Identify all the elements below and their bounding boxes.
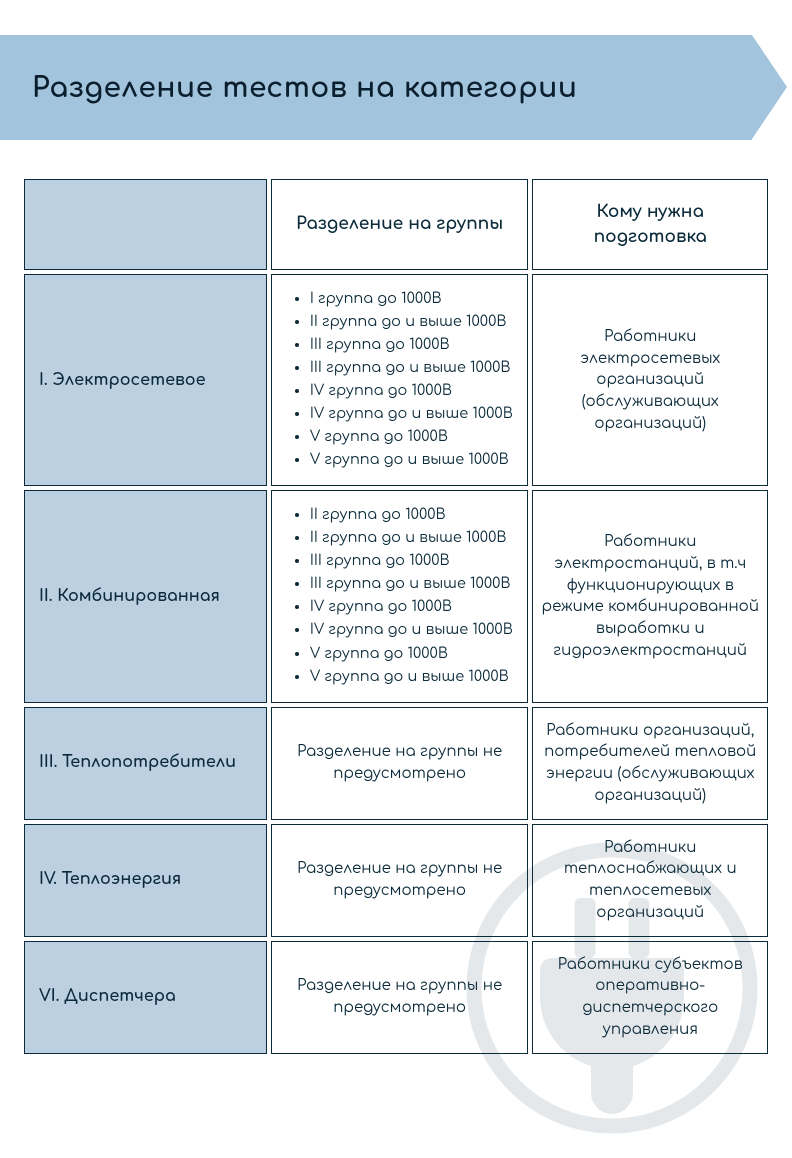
groups-list: I группа до 1000ВII группа до и выше 100… [282, 289, 518, 471]
header-blank [24, 179, 267, 270]
page-title: Разделение тестов на категории [0, 72, 577, 104]
row-groups: Разделение на группы не предусмотрено [271, 824, 529, 937]
list-item: II группа до 1000В [310, 505, 518, 526]
list-item: III группа до 1000В [310, 551, 518, 572]
row-label: III. Теплопотребители [24, 707, 267, 820]
table-row: VI. ДиспетчераРазделение на группы не пр… [24, 941, 768, 1054]
list-item: II группа до и выше 1000В [310, 528, 518, 549]
row-label: IV. Теплоэнергия [24, 824, 267, 937]
row-label: I. Электросетевое [24, 274, 267, 486]
table-body: I. ЭлектросетевоеI группа до 1000ВII гру… [24, 274, 768, 1053]
list-item: I группа до 1000В [310, 289, 518, 310]
list-item: III группа до и выше 1000В [310, 358, 518, 379]
list-item: V группа до 1000В [310, 644, 518, 665]
list-item: III группа до и выше 1000В [310, 574, 518, 595]
row-audience: Работники организаций, потребителей тепл… [532, 707, 768, 820]
row-groups: Разделение на группы не предусмотрено [271, 707, 529, 820]
row-groups: II группа до 1000ВII группа до и выше 10… [271, 490, 529, 702]
list-item: IV группа до 1000В [310, 597, 518, 618]
list-item: IV группа до и выше 1000В [310, 404, 518, 425]
row-label: II. Комбинированная [24, 490, 267, 702]
title-banner: Разделение тестов на категории [0, 35, 752, 140]
header-audience: Кому нужна подготовка [532, 179, 768, 270]
row-audience: Работники теплоснабжающих и теплосетевых… [532, 824, 768, 937]
row-audience: Работники субъектов оперативно-диспетчер… [532, 941, 768, 1054]
row-audience: Работники электросетевых организаций (об… [532, 274, 768, 486]
list-item: II группа до и выше 1000В [310, 312, 518, 333]
row-audience: Работники электростанций, в т.ч функцион… [532, 490, 768, 702]
categories-table-container: Разделение на группы Кому нужна подготов… [20, 175, 772, 1058]
row-groups: Разделение на группы не предусмотрено [271, 941, 529, 1054]
row-groups: I группа до 1000ВII группа до и выше 100… [271, 274, 529, 486]
row-label: VI. Диспетчера [24, 941, 267, 1054]
table-header-row: Разделение на группы Кому нужна подготов… [24, 179, 768, 270]
groups-list: II группа до 1000ВII группа до и выше 10… [282, 505, 518, 687]
list-item: III группа до 1000В [310, 335, 518, 356]
list-item: IV группа до 1000В [310, 381, 518, 402]
table-row: IV. ТеплоэнергияРазделение на группы не … [24, 824, 768, 937]
categories-table: Разделение на группы Кому нужна подготов… [20, 175, 772, 1058]
table-row: II. КомбинированнаяII группа до 1000ВII … [24, 490, 768, 702]
table-row: I. ЭлектросетевоеI группа до 1000ВII гру… [24, 274, 768, 486]
list-item: V группа до и выше 1000В [310, 667, 518, 688]
list-item: IV группа до и выше 1000В [310, 620, 518, 641]
header-groups: Разделение на группы [271, 179, 529, 270]
list-item: V группа до и выше 1000В [310, 450, 518, 471]
list-item: V группа до 1000В [310, 427, 518, 448]
table-row: III. ТеплопотребителиРазделение на групп… [24, 707, 768, 820]
